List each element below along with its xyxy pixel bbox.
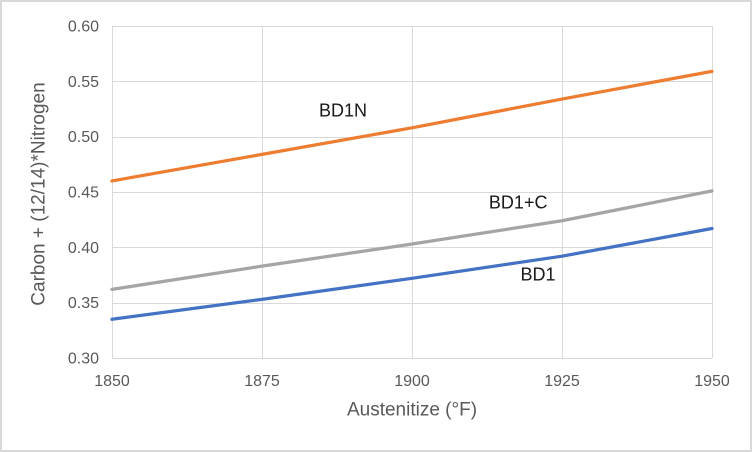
y-tick-label-0.55: 0.55 <box>68 74 99 91</box>
y-tick-label-0.45: 0.45 <box>68 185 99 202</box>
x-tick-label-1850: 1850 <box>94 373 130 390</box>
y-tick-label-0.35: 0.35 <box>68 295 99 312</box>
series-label-BD1N: BD1N <box>319 101 367 121</box>
series-line-BD1N <box>110 69 714 183</box>
x-tick-label-1950: 1950 <box>694 373 730 390</box>
y-tick-label-0.50: 0.50 <box>68 129 99 146</box>
y-tick-label-0.30: 0.30 <box>68 351 99 368</box>
series-line-BD1 <box>110 226 714 321</box>
x-tick-label-1900: 1900 <box>394 373 430 390</box>
y-tick-label-0.40: 0.40 <box>68 240 99 257</box>
x-axis-title: Austenitize (°F) <box>346 399 478 421</box>
y-tick-label-0.60: 0.60 <box>68 19 99 36</box>
series-label-BD1+C: BD1+C <box>489 192 548 212</box>
series-label-BD1: BD1 <box>520 264 555 284</box>
series-line-BD1+C <box>110 189 714 292</box>
y-axis-title: Carbon + (12/14)*Nitrogen <box>28 82 50 306</box>
x-tick-label-1875: 1875 <box>244 373 280 390</box>
x-tick-label-1925: 1925 <box>544 373 580 390</box>
